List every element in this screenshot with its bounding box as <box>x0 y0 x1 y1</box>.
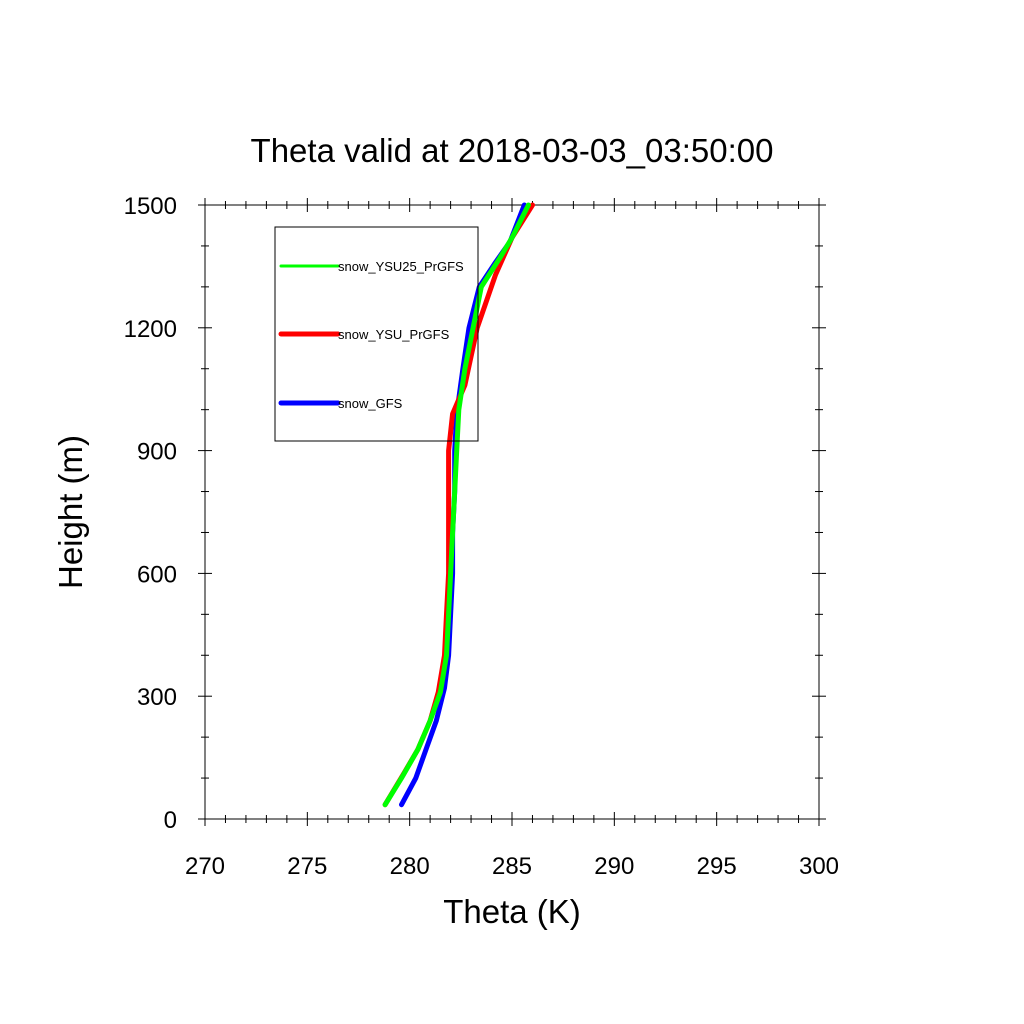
plot-area: 270 275 280 285 290 295 300 0 300 600 900 1200 1500 <box>124 193 839 880</box>
legend-label: snow_YSU_PrGFS <box>338 327 450 342</box>
y-axis-label: Height (m) <box>52 435 89 589</box>
x-tick-label: 280 <box>390 853 430 880</box>
x-tick-label: 285 <box>492 853 532 880</box>
chart-title: Theta valid at 2018-03-03_03:50:00 <box>251 132 774 169</box>
y-tick-label: 900 <box>137 439 177 466</box>
x-tick-label: 290 <box>594 853 634 880</box>
legend-box <box>274 226 479 442</box>
x-tick-label: 300 <box>799 853 839 880</box>
legend-label: snow_GFS <box>338 396 403 411</box>
x-tick-label: 295 <box>697 853 737 880</box>
x-axis-label: Theta (K) <box>443 893 581 930</box>
series-line-snow-ysu25-prgfs <box>382 202 531 808</box>
x-tick-label: 275 <box>287 853 327 880</box>
series-line-snow-ysu-prgfs <box>382 202 535 808</box>
y-tick-label: 600 <box>137 561 177 588</box>
y-tick-label: 1200 <box>124 316 177 343</box>
legend: snow_YSU25_PrGFS snow_YSU_PrGFS snow_GFS <box>274 226 479 442</box>
axis-ticks <box>198 198 826 826</box>
y-tick-label: 0 <box>164 807 177 834</box>
legend-label: snow_YSU25_PrGFS <box>338 259 464 274</box>
series-line-snow-gfs <box>399 202 527 808</box>
y-tick-label: 1500 <box>124 193 177 220</box>
plot-frame <box>204 204 820 820</box>
y-tick-label: 300 <box>137 684 177 711</box>
x-tick-label: 270 <box>185 853 225 880</box>
